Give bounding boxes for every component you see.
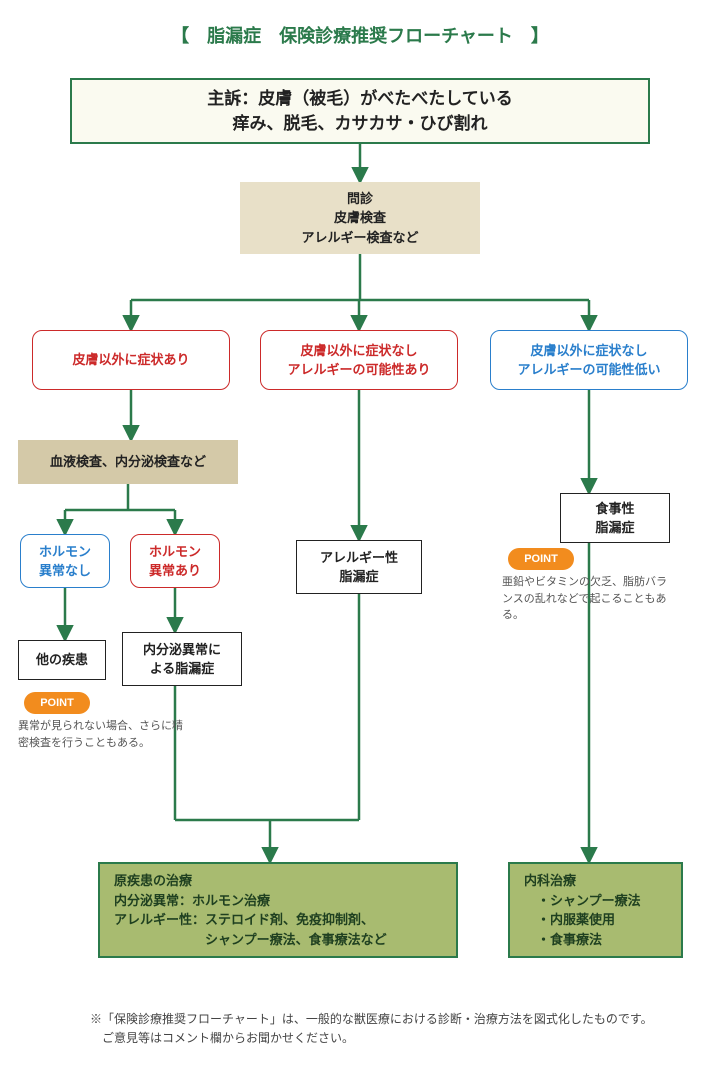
node-line: ・食事療法 <box>524 930 602 950</box>
node-endocrine-seborrhea: 内分泌異常による脂漏症 <box>122 632 242 686</box>
node-line: 皮膚以外に症状あり <box>72 350 189 370</box>
node-line: シャンプー療法、食事療法など <box>114 930 387 950</box>
point-badge-1: POINT <box>24 692 90 714</box>
flowchart-title: 【 脂漏症 保険診療推奨フローチャート 】 <box>0 22 720 48</box>
node-line: 食事性 <box>595 499 634 519</box>
node-treatment-medical: 内科治療 ・シャンプー療法 ・内服薬使用 ・食事療法 <box>508 862 683 958</box>
node-line: 皮膚検査 <box>334 208 386 228</box>
node-line: 内分泌異常：ホルモン治療 <box>114 891 270 911</box>
node-chief-complaint: 主訴：皮膚（被毛）がべたべたしている痒み、脱毛、カサカサ・ひび割れ <box>70 78 650 144</box>
node-line: 脂漏症 <box>339 567 378 587</box>
node-line: ホルモン <box>39 542 91 562</box>
node-line: アレルギーの可能性低い <box>517 360 660 380</box>
node-other-disease: 他の疾患 <box>18 640 106 680</box>
node-hormone-yes: ホルモン異常あり <box>130 534 220 588</box>
node-branch-allergy-low: 皮膚以外に症状なしアレルギーの可能性低い <box>490 330 688 390</box>
node-line: アレルギー検査など <box>301 228 418 248</box>
node-line: 内科治療 <box>524 871 576 891</box>
node-dietary-seborrhea: 食事性脂漏症 <box>560 493 670 543</box>
node-hormone-none: ホルモン異常なし <box>20 534 110 588</box>
node-line: 皮膚以外に症状なし <box>530 341 647 361</box>
node-allergic-seborrhea: アレルギー性脂漏症 <box>296 540 422 594</box>
node-line: 主訴：皮膚（被毛）がべたべたしている <box>207 86 513 112</box>
node-branch-allergy-possible: 皮膚以外に症状なしアレルギーの可能性あり <box>260 330 458 390</box>
point-note-2: 亜鉛やビタミンの欠乏、脂肪バランスの乱れなどで起こることもある。 <box>502 574 677 624</box>
node-blood-test: 血液検査、内分泌検査など <box>18 440 238 484</box>
node-line: 異常なし <box>39 561 91 581</box>
node-interview: 問診皮膚検査アレルギー検査など <box>240 182 480 254</box>
node-line: 問診 <box>347 189 373 209</box>
node-line: ホルモン <box>149 542 201 562</box>
node-line: ・シャンプー療法 <box>524 891 641 911</box>
footer-line: ご意見等はコメント欄からお聞かせください。 <box>90 1029 653 1048</box>
node-line: アレルギーの可能性あり <box>287 360 430 380</box>
node-line: アレルギー性：ステロイド剤、免疫抑制剤、 <box>114 910 374 930</box>
node-line: 皮膚以外に症状なし <box>300 341 417 361</box>
node-line: 他の疾患 <box>36 650 88 670</box>
point-note-1: 異常が見られない場合、さらに精密検査を行うこともある。 <box>18 718 188 751</box>
node-line: アレルギー性 <box>320 548 398 568</box>
node-line: 脂漏症 <box>595 518 634 538</box>
node-line: よる脂漏症 <box>150 659 215 679</box>
node-branch-symptoms-other: 皮膚以外に症状あり <box>32 330 230 390</box>
node-line: 原疾患の治療 <box>114 871 192 891</box>
footer-line: ※「保険診療推奨フローチャート」は、一般的な獣医療における診断・治療方法を図式化… <box>90 1010 653 1029</box>
node-line: ・内服薬使用 <box>524 910 615 930</box>
node-treatment-primary: 原疾患の治療内分泌異常：ホルモン治療アレルギー性：ステロイド剤、免疫抑制剤、 シ… <box>98 862 458 958</box>
node-line: 痒み、脱毛、カサカサ・ひび割れ <box>233 111 488 137</box>
node-line: 内分泌異常に <box>143 640 221 660</box>
node-line: 血液検査、内分泌検査など <box>50 452 206 472</box>
point-badge-2: POINT <box>508 548 574 570</box>
node-line: 異常あり <box>149 561 201 581</box>
footer-note: ※「保険診療推奨フローチャート」は、一般的な獣医療における診断・治療方法を図式化… <box>90 1010 653 1048</box>
